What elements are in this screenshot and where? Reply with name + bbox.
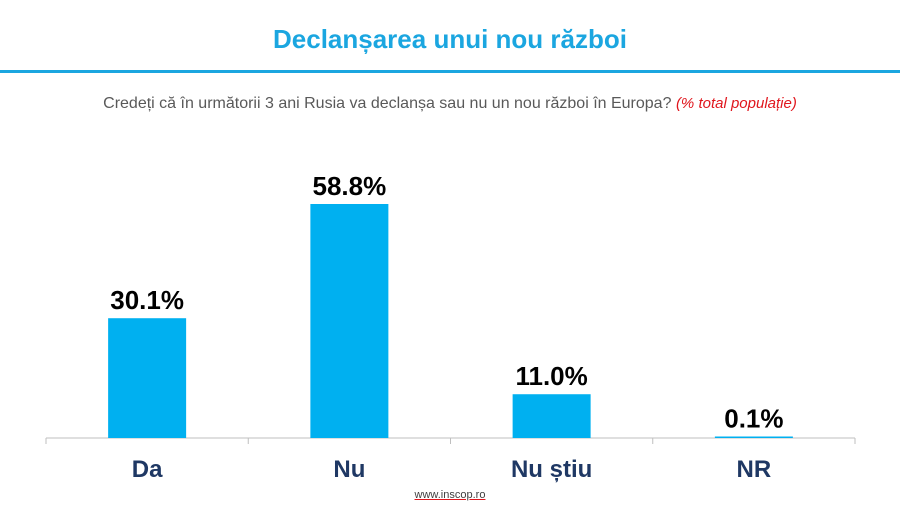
chart-subtitle: Credeți că în următorii 3 ani Rusia va d… [0, 95, 900, 113]
category-label-1: Nu [333, 456, 365, 483]
bar-3 [714, 436, 793, 438]
subtitle-note: (% total populație) [675, 95, 797, 112]
chart-title: Declanșarea unui nou război [273, 24, 627, 54]
bar-1 [310, 204, 389, 438]
bar-0 [108, 318, 187, 438]
data-label-3: 0.1% [724, 404, 783, 434]
source-footer: www.inscop.ro [414, 489, 486, 501]
category-label-3: NR [737, 456, 772, 483]
category-label-2: Nu știu [511, 456, 592, 483]
subtitle-question: Credeți că în următorii 3 ani Rusia va d… [103, 95, 672, 112]
category-label-0: Da [132, 456, 163, 483]
bar-2 [512, 394, 591, 438]
data-label-0: 30.1% [110, 285, 184, 315]
title-divider [0, 70, 900, 73]
data-label-1: 58.8% [313, 171, 387, 201]
data-label-2: 11.0% [515, 361, 587, 391]
